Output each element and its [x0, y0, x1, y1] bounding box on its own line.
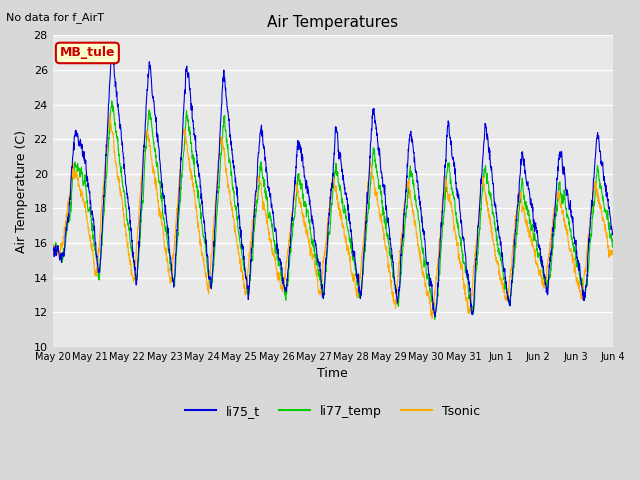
Text: MB_tule: MB_tule: [60, 47, 115, 60]
li75_t: [349, 248, 357, 253]
li77_temp: [609, 244, 616, 250]
li75_t: [575, 265, 583, 271]
li77_temp: [349, 254, 357, 260]
li77_temp: [560, 194, 568, 200]
li75_t: [496, 234, 504, 240]
Tsonic: [560, 216, 568, 221]
Line: Tsonic: Tsonic: [52, 114, 612, 318]
li75_t: [609, 230, 616, 236]
Tsonic: [106, 111, 113, 117]
Tsonic: [428, 315, 436, 321]
Tsonic: [205, 285, 213, 290]
li77_temp: [496, 250, 504, 256]
Legend: li75_t, li77_temp, Tsonic: li75_t, li77_temp, Tsonic: [180, 400, 485, 423]
Tsonic: [49, 247, 56, 253]
Title: Air Temperatures: Air Temperatures: [267, 15, 398, 30]
Tsonic: [575, 279, 583, 285]
Tsonic: [362, 214, 369, 219]
li75_t: [109, 47, 116, 53]
li77_temp: [575, 272, 583, 277]
Tsonic: [349, 274, 357, 279]
li77_temp: [431, 316, 438, 322]
li77_temp: [205, 274, 213, 280]
li75_t: [560, 171, 568, 177]
Tsonic: [496, 272, 504, 278]
li77_temp: [362, 237, 369, 243]
X-axis label: Time: Time: [317, 367, 348, 380]
li75_t: [205, 276, 213, 282]
li75_t: [362, 227, 369, 233]
Y-axis label: Air Temperature (C): Air Temperature (C): [15, 130, 28, 252]
li75_t: [431, 314, 439, 320]
li75_t: [49, 242, 56, 248]
Line: li75_t: li75_t: [52, 50, 612, 317]
Line: li77_temp: li77_temp: [52, 101, 612, 319]
li77_temp: [108, 98, 116, 104]
Tsonic: [609, 247, 616, 253]
Text: No data for f_AirT: No data for f_AirT: [6, 12, 104, 23]
li77_temp: [49, 248, 56, 254]
